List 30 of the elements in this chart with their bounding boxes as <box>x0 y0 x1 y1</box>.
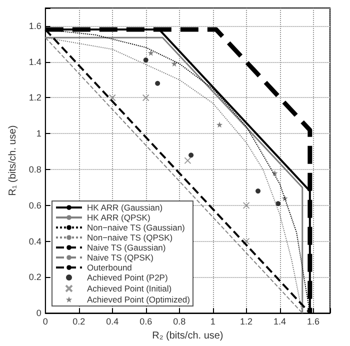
y-tick-label: 1.2 <box>28 92 42 103</box>
x-axis-title: R₂ (bits/ch. use) <box>152 330 224 342</box>
legend-label: Naive TS (QPSK) <box>87 252 154 262</box>
legend-label: Non−naive TS (QPSK) <box>87 232 173 242</box>
x-tick-label: 0.2 <box>72 316 86 327</box>
x-tick-label: 0.6 <box>140 316 152 327</box>
x-tick-label: 0.8 <box>173 316 186 327</box>
legend-label: Achieved Point (P2P) <box>87 272 168 282</box>
x-tick-label: 1.4 <box>274 316 286 327</box>
x-tick-label: 0.4 <box>106 316 119 327</box>
legend-label: Outerbound <box>87 262 132 272</box>
y-tick-label: 0.4 <box>28 236 42 246</box>
y-tick-label: 0.2 <box>28 272 42 282</box>
y-tick-label: 1 <box>36 128 42 139</box>
y-tick-label: 1.6 <box>28 20 42 31</box>
x-tick-label: 1.2 <box>240 316 253 327</box>
y-tick-label: 0.8 <box>28 164 42 175</box>
legend-label: HK ARR (Gaussian) <box>87 202 163 212</box>
y-tick-label: 1.4 <box>28 56 42 67</box>
legend-label: Achieved Point (Optimized) <box>87 294 190 304</box>
x-tick-label: 0 <box>42 316 48 327</box>
x-tick-label: 1.6 <box>307 316 320 327</box>
legend-label: HK ARR (QPSK) <box>87 212 150 222</box>
x-tick-label: 1 <box>210 316 216 327</box>
y-tick-label: 0.6 <box>28 200 42 210</box>
legend-label: Achieved Point (Initial) <box>87 284 172 294</box>
legend-label: Non−naive TS (Gaussian) <box>87 222 186 232</box>
y-tick-label: 0 <box>36 308 42 318</box>
y-axis-title: R₁ (bits/ch. use) <box>8 125 18 196</box>
legend-label: Naive TS (Gaussian) <box>87 242 166 252</box>
